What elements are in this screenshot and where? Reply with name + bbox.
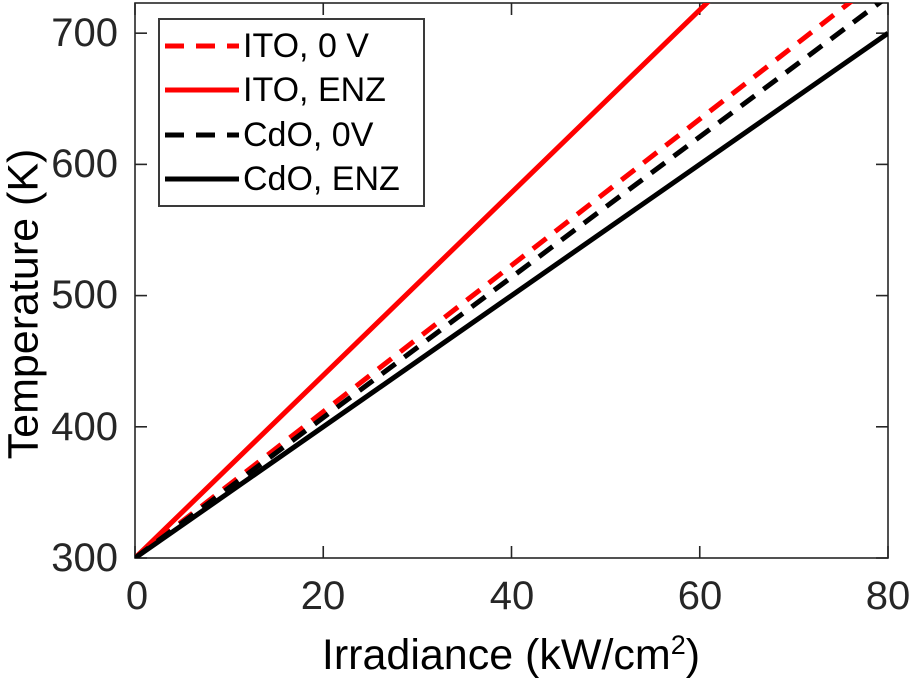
legend-label-cdo-0v: CdO, 0V <box>243 115 374 154</box>
legend-line-sample-black-dashed <box>165 132 239 138</box>
legend-item-ito-enz: ITO, ENZ <box>165 68 423 112</box>
legend-line-sample-red-solid <box>165 87 239 93</box>
axis-ticks <box>134 3 889 559</box>
x-axis-label-superscript: 2 <box>670 630 686 660</box>
legend-line-sample-black-solid <box>165 176 239 182</box>
y-tick-label-400: 400 <box>51 405 118 449</box>
y-axis-label: Temperature (K) <box>0 148 48 460</box>
legend: ITO, 0 V ITO, ENZ CdO, 0V CdO, ENZ <box>158 18 425 207</box>
legend-label-ito-enz: ITO, ENZ <box>243 71 386 110</box>
legend-item-cdo-0v: CdO, 0V <box>165 113 423 157</box>
legend-item-cdo-enz: CdO, ENZ <box>165 157 423 201</box>
x-axis-label-text: Irradiance (kW/cm <box>321 631 671 679</box>
x-tick-label-0: 0 <box>125 574 149 618</box>
x-axis-label-close-paren: ) <box>685 631 701 679</box>
series-line-cdo-enz <box>135 31 888 558</box>
legend-line-sample-red-dashed <box>165 43 239 49</box>
y-tick-label-300: 300 <box>51 536 118 580</box>
series-line-ito-0-v <box>135 3 854 558</box>
x-axis-label: Irradiance (kW/cm2) <box>321 631 701 679</box>
series-line-cdo-0v <box>135 3 884 558</box>
series-line-ito-enz <box>135 3 711 558</box>
legend-item-ito-0v: ITO, 0 V <box>165 24 423 68</box>
legend-label-cdo-enz: CdO, ENZ <box>243 159 400 198</box>
x-tick-label-80: 80 <box>865 574 910 618</box>
y-tick-label-500: 500 <box>51 273 118 317</box>
x-tick-label-40: 40 <box>489 574 535 618</box>
y-tick-label-600: 600 <box>51 142 118 186</box>
data-lines <box>135 3 888 558</box>
y-tick-label-700: 700 <box>51 11 118 55</box>
x-tick-label-60: 60 <box>677 574 723 618</box>
x-tick-label-20: 20 <box>300 574 346 618</box>
legend-label-ito-0v: ITO, 0 V <box>243 27 369 66</box>
